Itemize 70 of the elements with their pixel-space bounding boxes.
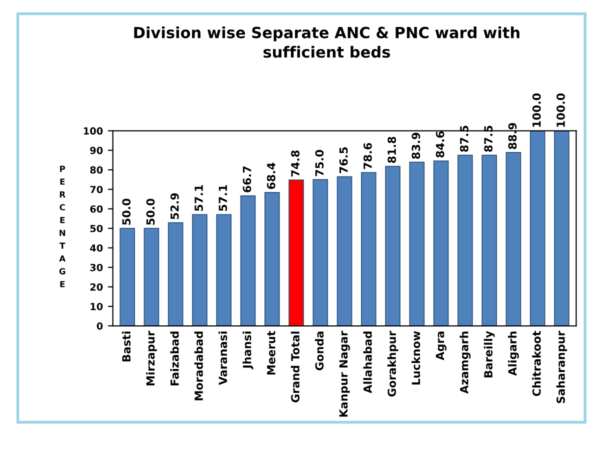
bar: [144, 228, 160, 326]
x-tick-label: Gonda: [315, 332, 324, 370]
data-label: 50.0: [146, 198, 155, 225]
y-tick-label: 20: [90, 283, 103, 291]
bar: [506, 152, 522, 326]
y-tick-label: 100: [84, 127, 103, 135]
bar: [360, 172, 376, 326]
bar: [530, 130, 546, 326]
data-label: 83.9: [412, 132, 420, 159]
data-label: 57.1: [218, 185, 228, 211]
y-tick-label: 30: [90, 264, 103, 272]
x-tick-label: Faizabad: [170, 332, 179, 386]
y-tick-label: 40: [90, 244, 103, 252]
data-label: 76.5: [339, 147, 348, 174]
data-label: 87.5: [460, 126, 468, 152]
data-label: 78.6: [363, 142, 372, 170]
data-label: 100.0: [556, 93, 565, 127]
x-tick-label: Mirzapur: [146, 330, 157, 386]
x-tick-label: Gorakhpur: [387, 330, 398, 397]
y-tick-label: 60: [90, 205, 103, 213]
bar: [336, 176, 352, 326]
x-tick-label: Saharanpur: [556, 330, 568, 404]
x-tick-label: Chitrakoot: [532, 331, 541, 396]
y-tick-label: 80: [90, 166, 103, 174]
data-label: 68.4: [266, 162, 276, 189]
data-label: 66.7: [242, 166, 252, 192]
data-label: 75.0: [315, 150, 324, 176]
text: PERCENTAGE: [59, 166, 66, 288]
x-tick-label: Jhansi: [242, 332, 254, 370]
x-tick-label: Bareilly: [484, 330, 495, 378]
x-tick-label: Lucknow: [412, 331, 420, 385]
data-label: 52.9: [170, 193, 179, 220]
bar: [482, 154, 497, 326]
bar: [264, 192, 280, 326]
bar: [216, 214, 232, 326]
bar: [120, 228, 135, 326]
bar: [240, 195, 256, 326]
bar: [458, 154, 473, 326]
x-tick-label: Allahabad: [363, 332, 372, 394]
x-tick-label: Agra: [436, 332, 446, 360]
x-tick-label: Kanpur Nagar: [339, 330, 350, 417]
bar: [409, 162, 425, 326]
y-tick-label: 90: [90, 146, 103, 154]
chart-title: Division wise Separate ANC & PNC ward with sufficient beds: [134, 26, 520, 58]
data-label: 84.6: [436, 131, 444, 158]
x-tick-label: Basti: [122, 332, 131, 362]
y-tick-label: 0: [96, 322, 103, 330]
data-label: 81.8: [388, 136, 396, 163]
bar: [192, 214, 208, 326]
y-tick-label: 50: [90, 224, 103, 232]
data-label: 50.0: [122, 198, 131, 225]
data-label: 88.9: [508, 122, 517, 150]
x-tick-label: Moradabad: [194, 332, 203, 400]
x-tick-label: Grand Total: [290, 332, 300, 402]
bar: [312, 179, 328, 326]
y-tick-label: 70: [90, 186, 103, 194]
y-tick-label: 10: [90, 302, 103, 310]
x-tick-label: Meerut: [267, 331, 276, 375]
bar: [288, 180, 304, 326]
data-label: 74.8: [291, 150, 300, 176]
bar: [433, 160, 449, 326]
data-label: 87.5: [484, 126, 493, 152]
data-label: 57.1: [194, 185, 203, 211]
x-tick-label: Varanasi: [218, 332, 228, 385]
bar: [554, 130, 570, 326]
bar: [385, 166, 400, 326]
bar: [168, 222, 184, 326]
x-tick-label: Aligarh: [508, 332, 519, 376]
x-tick-label: Azamgarh: [460, 332, 471, 394]
data-label: 100.0: [532, 93, 541, 127]
